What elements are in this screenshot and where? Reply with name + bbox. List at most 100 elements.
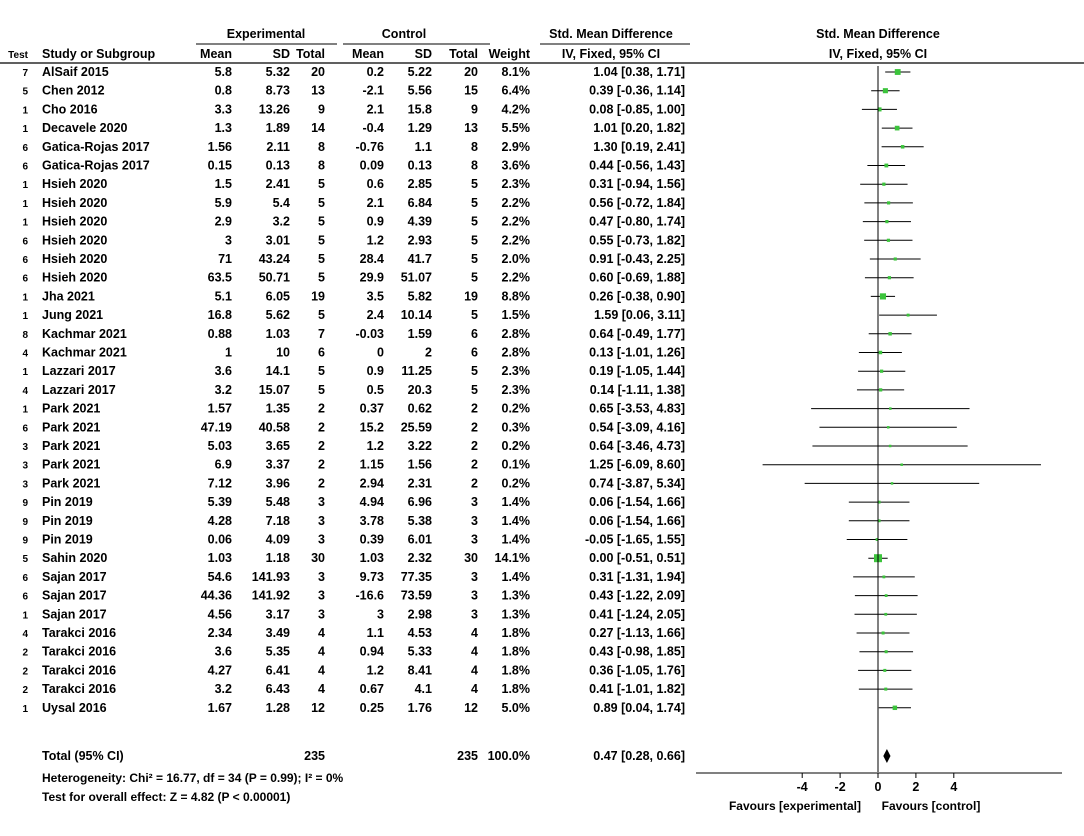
- row-ctrl-total: 5: [471, 308, 478, 322]
- row-test: 3: [22, 461, 28, 472]
- row-ctrl-mean: 0.2: [367, 65, 384, 79]
- row-ci: 1.59 [0.06, 3.11]: [594, 308, 685, 322]
- effect-marker: [884, 612, 888, 616]
- row-exp-sd: 1.89: [266, 121, 290, 135]
- row-ci: 1.04 [0.38, 1.71]: [593, 65, 685, 79]
- col-ctrl-mean: Mean: [352, 47, 384, 61]
- row-exp-mean: 16.8: [208, 308, 232, 322]
- row-weight: 2.8%: [502, 327, 531, 341]
- row-ctrl-mean: 28.4: [360, 252, 384, 266]
- col-ci: IV, Fixed, 95% CI: [562, 47, 660, 61]
- row-exp-total: 2: [318, 439, 325, 453]
- col-ctrl-total: Total: [449, 47, 478, 61]
- row-exp-total: 5: [318, 252, 325, 266]
- row-weight: 1.5%: [502, 308, 531, 322]
- row-exp-sd: 6.05: [266, 289, 290, 303]
- row-ctrl-mean: 0.6: [367, 177, 384, 191]
- total-label: Total (95% CI): [42, 749, 124, 763]
- row-test: 2: [22, 666, 28, 677]
- row-test: 3: [22, 442, 28, 453]
- row-weight: 3.6%: [502, 159, 531, 173]
- row-ci: 0.56 [-0.72, 1.84]: [589, 196, 685, 210]
- total-ci: 0.47 [0.28, 0.66]: [593, 749, 685, 763]
- effect-marker: [894, 69, 901, 75]
- row-ctrl-sd: 4.1: [415, 682, 432, 696]
- row-study-name: Tarakci 2016: [42, 626, 116, 640]
- header-plot-smd: Std. Mean Difference: [816, 27, 940, 41]
- row-ctrl-mean: 0.39: [360, 533, 384, 547]
- row-weight: 2.9%: [502, 140, 531, 154]
- row-ci: 0.14 [-1.11, 1.38]: [590, 383, 685, 397]
- col-ctrl-sd: SD: [415, 47, 432, 61]
- row-weight: 2.3%: [502, 177, 531, 191]
- row-weight: 5.5%: [502, 121, 531, 135]
- row-ctrl-sd: 5.22: [408, 65, 432, 79]
- row-ci: 0.41 [-1.24, 2.05]: [589, 607, 685, 621]
- row-ctrl-total: 3: [471, 570, 478, 584]
- row-ctrl-mean: -16.6: [356, 589, 385, 603]
- row-ctrl-mean: 1.1: [367, 626, 384, 640]
- row-exp-mean: 1.56: [208, 140, 232, 154]
- row-study-name: Jung 2021: [42, 308, 103, 322]
- effect-marker: [886, 238, 891, 242]
- row-test: 6: [22, 236, 28, 247]
- row-study-name: Chen 2012: [42, 84, 105, 98]
- row-ci: 0.74 [-3.87, 5.34]: [589, 476, 685, 490]
- row-exp-total: 13: [311, 84, 325, 98]
- row-ctrl-sd: 25.59: [401, 420, 432, 434]
- row-exp-sd: 5.35: [266, 645, 290, 659]
- favours-control: Favours [control]: [882, 799, 981, 813]
- row-ctrl-mean: 0.09: [360, 159, 384, 173]
- row-study-name: Tarakci 2016: [42, 663, 116, 677]
- row-exp-sd: 15.07: [259, 383, 290, 397]
- row-ctrl-mean: 3.78: [360, 514, 384, 528]
- row-ctrl-sd: 5.38: [408, 514, 432, 528]
- row-exp-total: 4: [318, 645, 325, 659]
- row-ctrl-mean: -0.03: [356, 327, 385, 341]
- row-exp-mean: 44.36: [201, 589, 232, 603]
- row-test: 6: [22, 423, 28, 434]
- row-ctrl-sd: 11.25: [401, 364, 432, 378]
- row-test: 1: [22, 124, 28, 135]
- effect-marker: [878, 350, 883, 355]
- row-test: 1: [22, 311, 28, 322]
- row-ctrl-sd: 1.59: [408, 327, 432, 341]
- row-exp-total: 20: [311, 65, 325, 79]
- row-ctrl-mean: 29.9: [360, 271, 384, 285]
- row-ctrl-sd: 6.84: [408, 196, 432, 210]
- row-exp-total: 3: [318, 495, 325, 509]
- row-exp-sd: 0.13: [266, 159, 290, 173]
- row-study-name: Tarakci 2016: [42, 645, 116, 659]
- row-test: 9: [22, 498, 28, 509]
- row-exp-sd: 1.35: [266, 402, 290, 416]
- row-study-name: Hsieh 2020: [42, 177, 107, 191]
- row-exp-sd: 141.92: [252, 589, 290, 603]
- row-ctrl-sd: 15.8: [408, 102, 432, 116]
- row-ctrl-sd: 5.56: [408, 84, 432, 98]
- row-ci: 0.41 [-1.01, 1.82]: [589, 682, 685, 696]
- row-study-name: Hsieh 2020: [42, 196, 107, 210]
- row-ctrl-total: 3: [471, 589, 478, 603]
- row-test: 2: [22, 685, 28, 696]
- row-exp-mean: 3.3: [215, 102, 232, 116]
- row-ci: 0.06 [-1.54, 1.66]: [589, 514, 685, 528]
- row-exp-total: 3: [318, 589, 325, 603]
- row-ctrl-total: 4: [471, 682, 478, 696]
- row-exp-sd: 10: [276, 346, 290, 360]
- row-test: 1: [22, 292, 28, 303]
- row-study-name: Decavele 2020: [42, 121, 128, 135]
- row-exp-total: 7: [318, 327, 325, 341]
- row-exp-sd: 3.65: [266, 439, 290, 453]
- row-exp-sd: 6.43: [266, 682, 290, 696]
- row-ci: 1.30 [0.19, 2.41]: [593, 140, 685, 154]
- row-ctrl-sd: 0.13: [408, 159, 432, 173]
- row-study-name: Sajan 2017: [42, 589, 107, 603]
- header-experimental: Experimental: [227, 27, 306, 41]
- row-test: 7: [22, 68, 28, 79]
- row-test: 6: [22, 255, 28, 266]
- row-ctrl-total: 5: [471, 196, 478, 210]
- row-ci: 0.39 [-0.36, 1.14]: [589, 84, 685, 98]
- row-exp-total: 4: [318, 663, 325, 677]
- row-ctrl-total: 2: [471, 476, 478, 490]
- row-ctrl-total: 20: [464, 65, 478, 79]
